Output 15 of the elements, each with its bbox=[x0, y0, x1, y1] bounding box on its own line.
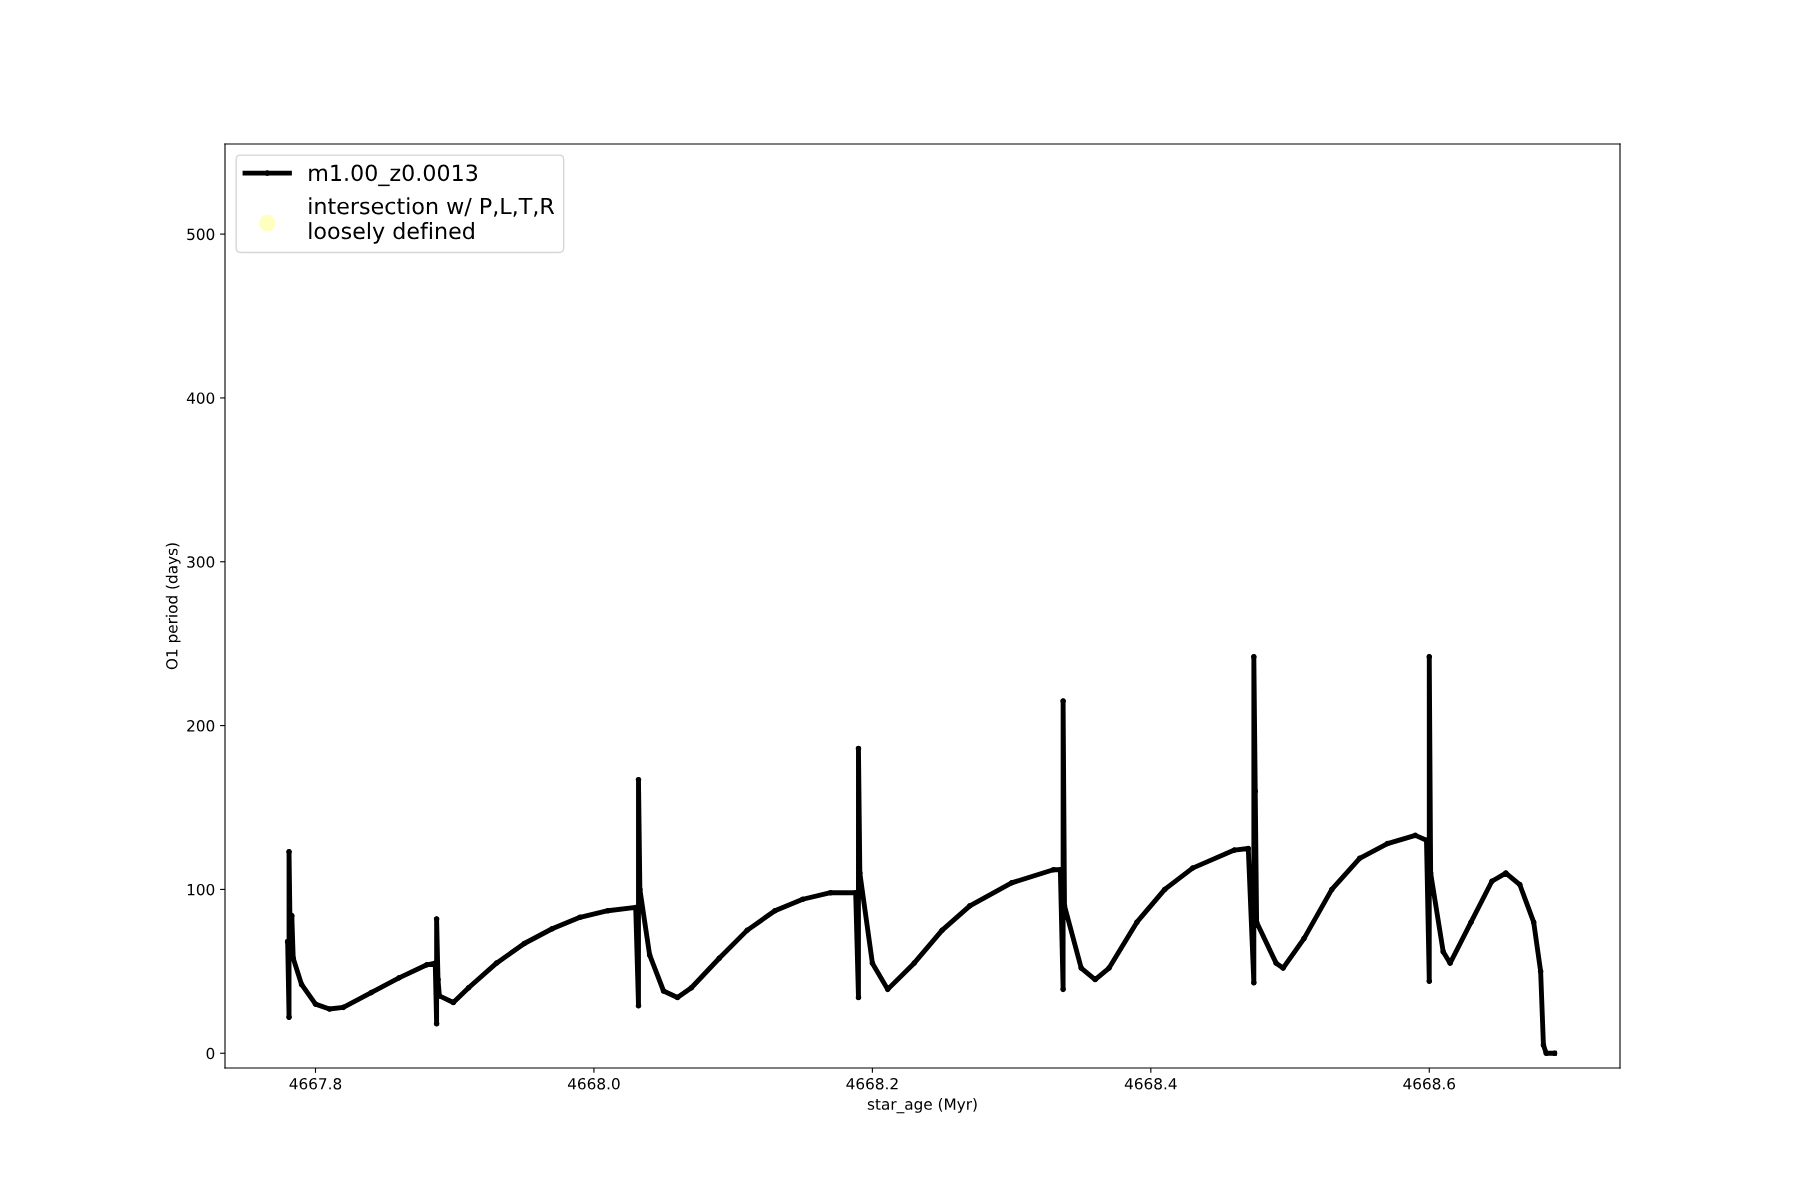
legend-label: m1.00_z0.0013 bbox=[309, 164, 478, 187]
y-tick-label: 500 bbox=[187, 228, 215, 241]
x-tick-label: 4668.2 bbox=[846, 1077, 898, 1090]
y-tick-label: 100 bbox=[187, 883, 215, 896]
y-tick-label: 300 bbox=[187, 556, 215, 568]
x-axis-title: star_age (Myr) bbox=[867, 1098, 977, 1114]
legend-label: intersection w/ P,L,T,R loosely defined bbox=[309, 197, 555, 244]
y-axis-title: O1 period (days) bbox=[165, 543, 181, 670]
y-tick-label: 400 bbox=[186, 392, 215, 404]
y-tick-label: 200 bbox=[187, 720, 215, 732]
x-tick-label: 4668.4 bbox=[1124, 1077, 1177, 1090]
x-tick-label: 4668.0 bbox=[567, 1077, 620, 1090]
x-tick-label: 4667.8 bbox=[289, 1077, 342, 1090]
x-tick-label: 4668.6 bbox=[1403, 1077, 1456, 1090]
y-tick-label: 0 bbox=[206, 1047, 215, 1060]
